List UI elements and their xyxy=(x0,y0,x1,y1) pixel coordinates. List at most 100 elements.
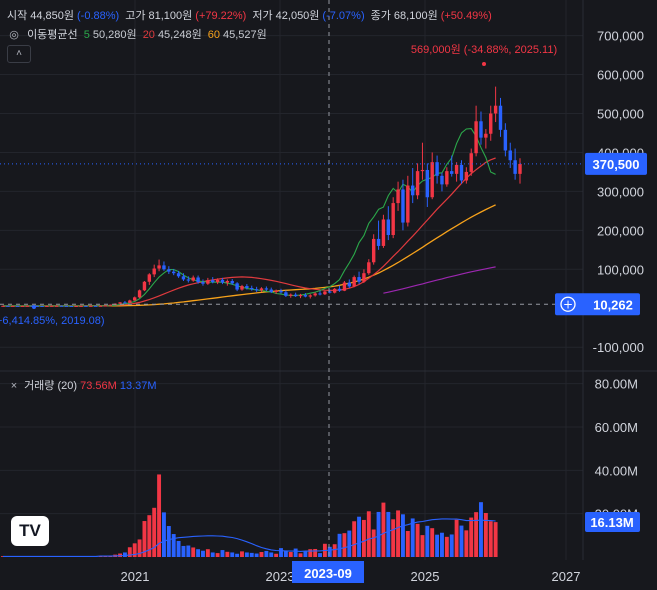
candle-body xyxy=(513,160,517,174)
volume-bar xyxy=(191,547,196,557)
candle-body xyxy=(50,305,54,307)
volume-tick-label: 60.00M xyxy=(595,420,638,435)
candle-body xyxy=(235,283,239,290)
ma60-value: 45,527원 xyxy=(223,29,267,41)
volume-bar xyxy=(337,533,342,557)
volume-bar xyxy=(186,545,191,557)
candle-body xyxy=(284,292,288,296)
candle-body xyxy=(391,203,395,236)
candle-body xyxy=(430,162,434,198)
candle-body xyxy=(342,282,347,291)
candle-body xyxy=(484,133,488,138)
candle-body xyxy=(137,290,142,298)
candle-body xyxy=(69,305,73,307)
candle-body xyxy=(103,305,108,307)
axes: 700,000600,000500,000400,000300,000200,0… xyxy=(121,29,647,584)
volume-ma-line xyxy=(3,518,496,557)
volume-bar xyxy=(205,549,210,557)
price-tick-label: 100,000 xyxy=(597,262,644,277)
open-value: 44,850원 xyxy=(30,10,75,22)
candle-body xyxy=(84,305,88,307)
overlay: 569,000원 (-34.88%, 2025.11) +6,414.85%, 2… xyxy=(0,0,583,560)
price-tick-label: 500,000 xyxy=(597,106,644,121)
volume-bar xyxy=(181,545,186,557)
volume-bar xyxy=(376,511,381,557)
candle-body xyxy=(230,280,234,284)
ma60-line xyxy=(3,204,496,307)
volume-bar xyxy=(303,551,308,557)
volume-bar xyxy=(371,529,376,557)
candle-body xyxy=(118,302,122,304)
candle-body xyxy=(108,304,113,306)
volume-bar xyxy=(449,534,454,557)
candle-body xyxy=(201,282,205,284)
ma120-line xyxy=(383,266,496,294)
candle-body xyxy=(64,305,69,307)
price-tick-label: 700,000 xyxy=(597,29,644,44)
candle-body xyxy=(396,189,400,204)
volume-bar xyxy=(347,530,352,557)
volume-bar xyxy=(435,534,440,557)
volume-bar xyxy=(342,533,347,557)
ma5-value: 50,280원 xyxy=(92,29,137,41)
volume-bar xyxy=(132,543,137,557)
max-price-marker xyxy=(482,62,486,66)
open-change: (-0.88%) xyxy=(77,10,120,22)
volume-bar xyxy=(196,549,201,557)
candle-body xyxy=(415,171,420,196)
candle-body xyxy=(11,305,15,307)
candle-body xyxy=(45,305,49,307)
candle-body xyxy=(425,169,430,198)
candle-body xyxy=(274,290,278,292)
visibility-icon[interactable]: ◎ xyxy=(9,29,19,41)
candle-body xyxy=(464,171,469,181)
volume-bar xyxy=(459,525,464,557)
candle-body xyxy=(142,281,147,291)
candle-body xyxy=(440,175,444,185)
candle-body xyxy=(498,105,503,130)
volume-bar xyxy=(298,553,303,557)
time-tick-label: 2025 xyxy=(411,569,440,584)
candle-body xyxy=(323,291,327,295)
tradingview-logo[interactable]: TV xyxy=(11,516,49,546)
close-label: 종가 xyxy=(370,10,391,22)
max-price-annotation: 569,000원 (-34.88%, 2025.11) xyxy=(411,43,557,56)
collapse-legend-button[interactable]: ˄ xyxy=(7,45,31,63)
ma20-value: 45,248원 xyxy=(157,29,202,41)
volume-bar xyxy=(127,547,132,557)
chevron-up-icon: ˄ xyxy=(16,48,22,59)
candle-body xyxy=(352,277,356,287)
candle-body xyxy=(264,288,269,290)
price-tick-label: 600,000 xyxy=(597,68,644,83)
candle-body xyxy=(250,288,254,290)
volume-bar xyxy=(483,513,488,557)
candle-body xyxy=(147,274,152,282)
volume-bar xyxy=(244,552,249,557)
volume-bar xyxy=(366,511,371,557)
candle-body xyxy=(357,277,361,282)
volume-bar xyxy=(171,534,176,557)
ma-legend[interactable]: ◎ 이동평균선 5 50,280원 20 45,248원 60 45,527원 xyxy=(7,26,270,42)
close-icon[interactable]: × xyxy=(10,380,18,392)
time-tick-label: 2023 xyxy=(266,569,295,584)
candle-body xyxy=(420,169,425,172)
price-tick-label: -100,000 xyxy=(593,340,644,355)
candle-body xyxy=(172,271,176,274)
volume-legend[interactable]: × 거래량 (20) 73.56M 13.37M xyxy=(7,377,157,393)
volume-bar xyxy=(332,544,337,557)
volume-bar xyxy=(381,502,386,557)
volume-bar xyxy=(361,519,366,557)
candle-body xyxy=(347,282,351,287)
crosshair-price-label: 10,262 xyxy=(593,297,633,312)
volume-bar xyxy=(235,553,240,557)
candle-body xyxy=(74,305,78,307)
candle-body xyxy=(293,294,298,297)
volume-bar xyxy=(288,552,293,557)
candle-body xyxy=(206,280,210,284)
low-label: 저가 xyxy=(252,10,273,22)
candle-body xyxy=(308,295,312,297)
volume-bar xyxy=(479,502,483,557)
candle-body xyxy=(254,289,259,291)
close-change: (+50.49%) xyxy=(440,10,492,22)
candle-body xyxy=(479,121,483,138)
